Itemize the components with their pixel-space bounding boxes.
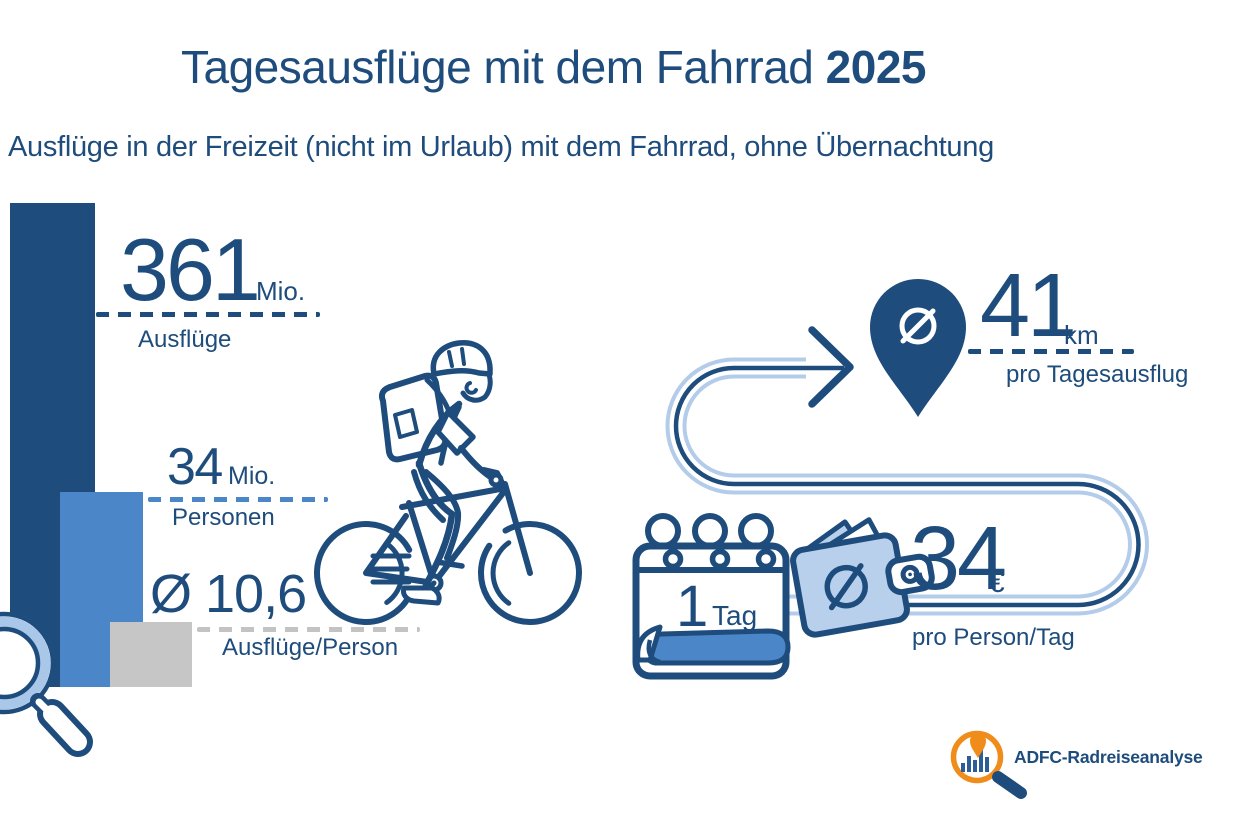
stat-persons-dash [148,497,328,502]
stat-trips-per-person-value: Ø 10,6 [150,564,307,624]
logo-magnifier-icon [950,730,1027,799]
stat-trips-unit: Mio. [256,276,306,306]
stat-duration-value: 1 [676,574,708,639]
stat-duration-unit: Tag [712,600,758,631]
stat-distance-label: pro Tagesausflug [1006,361,1189,388]
stat-trips-label: Ausflüge [138,326,232,353]
stat-distance-value: 41 [980,256,1077,356]
stat-persons-value: 34 [167,438,223,496]
page-subtitle: Ausflüge in der Freizeit (nicht im Urlau… [8,131,994,163]
page-title-main: Tagesausflüge mit dem Fahrrad [181,41,826,93]
magnifier-illustration [0,611,93,757]
stat-trips-dash [96,312,320,317]
stat-trips-per-person-label: Ausflüge/Person [222,634,399,661]
arrow-right-icon [808,326,854,408]
stat-trips-value: 361 [120,220,261,319]
bar-ausfluege-pro-person [110,622,192,687]
stat-spend-value: 34 [910,509,1007,609]
stat-distance-unit: km [1064,320,1099,350]
page-title: Tagesausflüge mit dem Fahrrad 2025 [181,40,927,94]
bicycle-rider-illustration [314,340,582,625]
route-path [638,357,1149,616]
stat-trips-per-person-dash [197,627,420,632]
stat-spend-label: pro Person/Tag [912,624,1075,651]
wallet-icon [790,517,935,638]
stat-spend-unit: € [988,566,1005,599]
stat-persons-label: Personen [172,504,275,531]
stat-distance-dash [968,349,1134,354]
stat-persons-unit: Mio. [228,462,276,490]
calendar-icon [632,513,791,680]
page-title-year: 2025 [825,41,927,93]
logo-label: ADFC-Radreiseanalyse [1014,747,1203,767]
map-pin-average-icon [870,279,966,417]
